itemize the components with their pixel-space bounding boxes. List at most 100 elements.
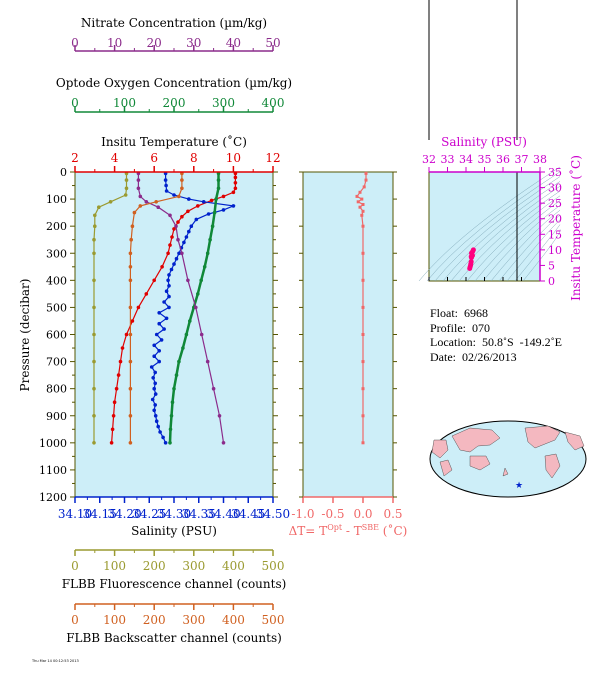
backscatter-point xyxy=(128,441,133,445)
delta-t-plot-area xyxy=(302,171,394,498)
oxygen-point xyxy=(202,265,207,269)
nitrate-point xyxy=(176,237,180,242)
backscatter-point xyxy=(128,265,133,269)
ts-y-tick-label: 25 xyxy=(548,197,562,210)
salinity-point xyxy=(157,311,161,315)
ts-plot-area xyxy=(428,171,541,282)
ts-x-tick-label: 35 xyxy=(478,153,492,166)
fluorescence-axis-title: FLBB Fluorescence channel (counts) xyxy=(62,577,287,591)
delta-t-panel: -1.0 -0.5 0.0 0.5 ΔT= TOpt - TSBE (˚C) xyxy=(289,171,407,538)
oxygen-point xyxy=(184,332,189,337)
ts-y-tick-label: 0 xyxy=(548,275,555,288)
nitrate-tick-label: 50 xyxy=(265,36,280,50)
fluorescence-point xyxy=(108,200,113,204)
delta-t-series-group xyxy=(355,171,368,445)
oxygen-series-line xyxy=(168,173,220,443)
salinity-point xyxy=(149,365,154,369)
salinity-point xyxy=(150,397,155,402)
salinity-tick-label: 34.20 xyxy=(107,507,141,521)
backscatter-point xyxy=(138,204,143,208)
profile-number: Profile: 070 xyxy=(430,320,490,335)
oxygen-point xyxy=(169,414,174,418)
nitrate-point xyxy=(186,278,190,283)
salinity-tick-label: 34.35 xyxy=(182,507,216,521)
oxygen-point xyxy=(212,210,217,215)
temperature-point xyxy=(170,235,174,239)
oxygen-point xyxy=(208,237,212,242)
density-contour xyxy=(418,166,561,282)
delta-t-point xyxy=(361,360,365,364)
backscatter-point xyxy=(180,178,184,182)
delta-t-point xyxy=(364,178,368,182)
nitrate-point xyxy=(211,386,216,391)
backscatter-point xyxy=(180,186,184,191)
ts-y-tick-label: 10 xyxy=(548,244,562,257)
pressure-tick-label: 500 xyxy=(46,301,67,314)
salinity-point xyxy=(221,208,226,212)
backscatter-point xyxy=(128,251,133,256)
backscatter-point xyxy=(177,194,181,199)
salinity-point xyxy=(167,273,171,277)
temperature-point xyxy=(168,243,172,247)
delta-t-point xyxy=(358,190,362,194)
salinity-point xyxy=(172,262,176,266)
nitrate-tick-label: 10 xyxy=(107,36,122,50)
fluorescence-point xyxy=(92,278,96,283)
nitrate-point xyxy=(194,305,198,310)
temperature-point xyxy=(120,346,125,350)
fluorescence-point xyxy=(92,414,96,418)
nitrate-tick-label: 30 xyxy=(186,36,201,50)
salinity-point xyxy=(153,414,158,418)
delta-t-tick-label: -0.5 xyxy=(321,507,344,521)
temperature-tick-label: 6 xyxy=(150,151,158,165)
salinity-tick-label: 34.15 xyxy=(83,507,117,521)
oxygen-point xyxy=(181,346,185,350)
fluorescence-point xyxy=(124,178,129,182)
delta-t-point xyxy=(360,197,364,201)
temperature-point xyxy=(172,227,176,231)
temperature-point xyxy=(111,414,116,418)
oxygen-tick-label: 100 xyxy=(113,96,136,110)
backscatter-point xyxy=(132,210,137,215)
delta-t-point xyxy=(356,200,360,204)
pressure-tick-label: 400 xyxy=(46,274,67,287)
temperature-tick-label: 12 xyxy=(265,151,280,165)
delta-t-point xyxy=(361,209,365,213)
salinity-point xyxy=(167,305,171,310)
oxygen-point xyxy=(196,292,200,296)
oxygen-point xyxy=(170,400,175,405)
ts-y-tick-label: 35 xyxy=(548,166,562,179)
temperature-point xyxy=(166,251,170,256)
ts-diagram-panel: 32 33 34 35 36 37 38 0 5 10 15 20 25 30 35 Salinity (P… xyxy=(418,0,583,301)
main-plot-area xyxy=(74,171,274,498)
salinity-tick-label: 34.30 xyxy=(157,507,191,521)
float-id: Float: 6968 xyxy=(430,306,489,320)
salinity-point xyxy=(163,441,168,445)
salinity-point xyxy=(169,267,174,272)
float-info: Float: 6968 Profile: 070 Location: 50.8˚… xyxy=(430,306,600,364)
density-contour xyxy=(482,205,561,282)
temperature-point xyxy=(176,220,180,224)
salinity-point xyxy=(154,332,159,337)
density-contour xyxy=(434,176,561,282)
float-location: Location: 50.8˚S -149.2˚E xyxy=(430,335,562,349)
salinity-point xyxy=(194,217,199,222)
ts-x-tick-label: 33 xyxy=(441,153,455,166)
profile-date: Date: 02/26/2013 xyxy=(430,349,517,364)
pressure-tick-label: 100 xyxy=(46,193,67,206)
delta-t-point xyxy=(361,203,365,206)
delta-t-tick-label: 0.5 xyxy=(383,507,402,521)
nitrate-tick-label: 40 xyxy=(226,36,241,50)
pressure-tick-label: 200 xyxy=(46,220,67,233)
density-contour xyxy=(474,200,561,282)
salinity-point xyxy=(152,408,156,413)
backscatter-tick-label: 200 xyxy=(143,613,166,627)
pressure-tick-label: 1100 xyxy=(39,464,67,477)
salinity-point xyxy=(172,193,176,197)
pressure-tick-label: 0 xyxy=(60,166,67,179)
salinity-point xyxy=(201,200,206,204)
fluorescence-point xyxy=(124,186,129,191)
temperature-point xyxy=(109,441,114,445)
backscatter-point xyxy=(128,414,133,418)
oxygen-point xyxy=(172,386,176,391)
